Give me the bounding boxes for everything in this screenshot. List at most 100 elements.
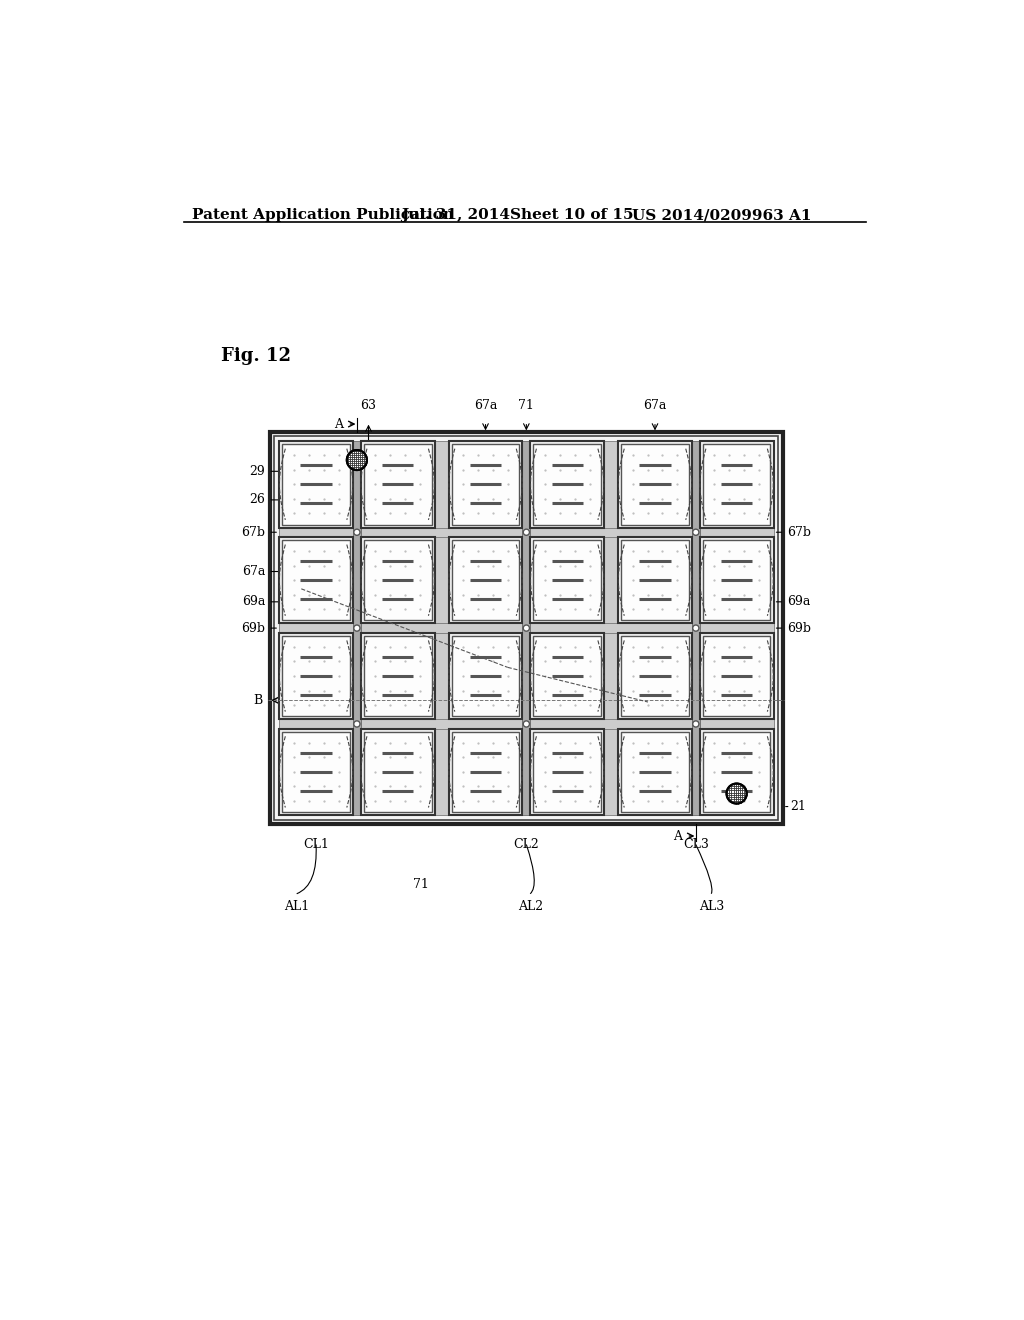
Text: 26: 26 (249, 494, 265, 507)
Bar (280, 632, 353, 719)
Bar (449, 537, 522, 623)
Bar (364, 444, 431, 524)
Bar (283, 540, 350, 620)
Bar (692, 441, 699, 816)
Bar (280, 441, 353, 528)
Bar (283, 444, 350, 524)
Bar (280, 528, 773, 537)
Text: 69b: 69b (242, 622, 265, 635)
Circle shape (727, 784, 746, 804)
Text: 71: 71 (414, 878, 429, 891)
Bar (449, 729, 522, 816)
Text: A: A (673, 829, 682, 842)
Bar (364, 540, 431, 620)
Bar (534, 540, 601, 620)
Bar (702, 731, 770, 812)
Bar (702, 540, 770, 620)
Bar (699, 632, 773, 719)
Bar (280, 729, 353, 816)
Text: 65: 65 (754, 787, 770, 800)
Bar (699, 729, 773, 816)
Bar (618, 537, 692, 623)
Text: 69b: 69b (787, 622, 812, 635)
Text: 29: 29 (250, 465, 265, 478)
Bar (522, 441, 530, 816)
Text: US 2014/0209963 A1: US 2014/0209963 A1 (632, 209, 811, 223)
Bar (618, 729, 692, 816)
Text: 67b: 67b (242, 525, 265, 539)
Circle shape (353, 529, 360, 536)
Bar (360, 729, 434, 816)
Bar (360, 441, 434, 528)
Text: 67b: 67b (787, 525, 812, 539)
Bar (702, 636, 770, 717)
Bar (622, 731, 689, 812)
Bar (530, 729, 604, 816)
Circle shape (347, 450, 367, 470)
Text: B: B (532, 694, 542, 706)
Bar (434, 441, 449, 816)
Text: Sheet 10 of 15: Sheet 10 of 15 (510, 209, 634, 223)
Bar (530, 537, 604, 623)
Bar (364, 731, 431, 812)
Text: CL2: CL2 (513, 838, 540, 851)
Text: 67a: 67a (242, 565, 265, 578)
Circle shape (692, 529, 699, 536)
Circle shape (523, 626, 529, 631)
Bar (280, 719, 773, 729)
Bar (449, 632, 522, 719)
Bar (283, 636, 350, 717)
Text: AL1: AL1 (284, 900, 309, 913)
Bar (280, 537, 353, 623)
Bar (618, 632, 692, 719)
Text: 69a: 69a (242, 595, 265, 609)
Text: Fig. 12: Fig. 12 (221, 347, 291, 366)
Bar (360, 537, 434, 623)
Bar (534, 731, 601, 812)
Bar (534, 636, 601, 717)
Bar (622, 636, 689, 717)
Text: Jul. 31, 2014: Jul. 31, 2014 (401, 209, 511, 223)
Circle shape (523, 529, 529, 536)
Text: AL2: AL2 (518, 900, 543, 913)
Circle shape (692, 721, 699, 727)
Circle shape (353, 721, 360, 727)
Text: 21: 21 (791, 800, 807, 813)
Bar (449, 441, 522, 528)
Bar (699, 441, 773, 528)
Bar (530, 632, 604, 719)
Bar (530, 441, 604, 528)
Text: 67a: 67a (474, 399, 498, 412)
Bar (622, 540, 689, 620)
Bar (283, 731, 350, 812)
Circle shape (692, 626, 699, 631)
Text: B: B (253, 694, 262, 706)
Bar (274, 437, 778, 820)
Bar (353, 441, 360, 816)
Bar (622, 444, 689, 524)
Bar (604, 441, 618, 816)
Text: 71: 71 (518, 399, 535, 412)
Bar (618, 441, 692, 528)
Text: A: A (334, 417, 343, 430)
Bar (699, 537, 773, 623)
Text: AL3: AL3 (698, 900, 724, 913)
Text: Patent Application Publication: Patent Application Publication (191, 209, 454, 223)
Bar (280, 623, 773, 632)
Circle shape (523, 721, 529, 727)
Text: CL3: CL3 (683, 838, 709, 851)
Text: 63: 63 (360, 399, 377, 412)
Bar (534, 444, 601, 524)
Text: 69a: 69a (787, 595, 811, 609)
Bar (452, 444, 519, 524)
Text: 67a: 67a (643, 399, 667, 412)
Bar (452, 731, 519, 812)
Bar (452, 636, 519, 717)
Bar (452, 540, 519, 620)
Bar (702, 444, 770, 524)
Text: CL1: CL1 (303, 838, 329, 851)
Bar (270, 432, 783, 825)
Bar (360, 632, 434, 719)
Bar (364, 636, 431, 717)
Circle shape (353, 626, 360, 631)
